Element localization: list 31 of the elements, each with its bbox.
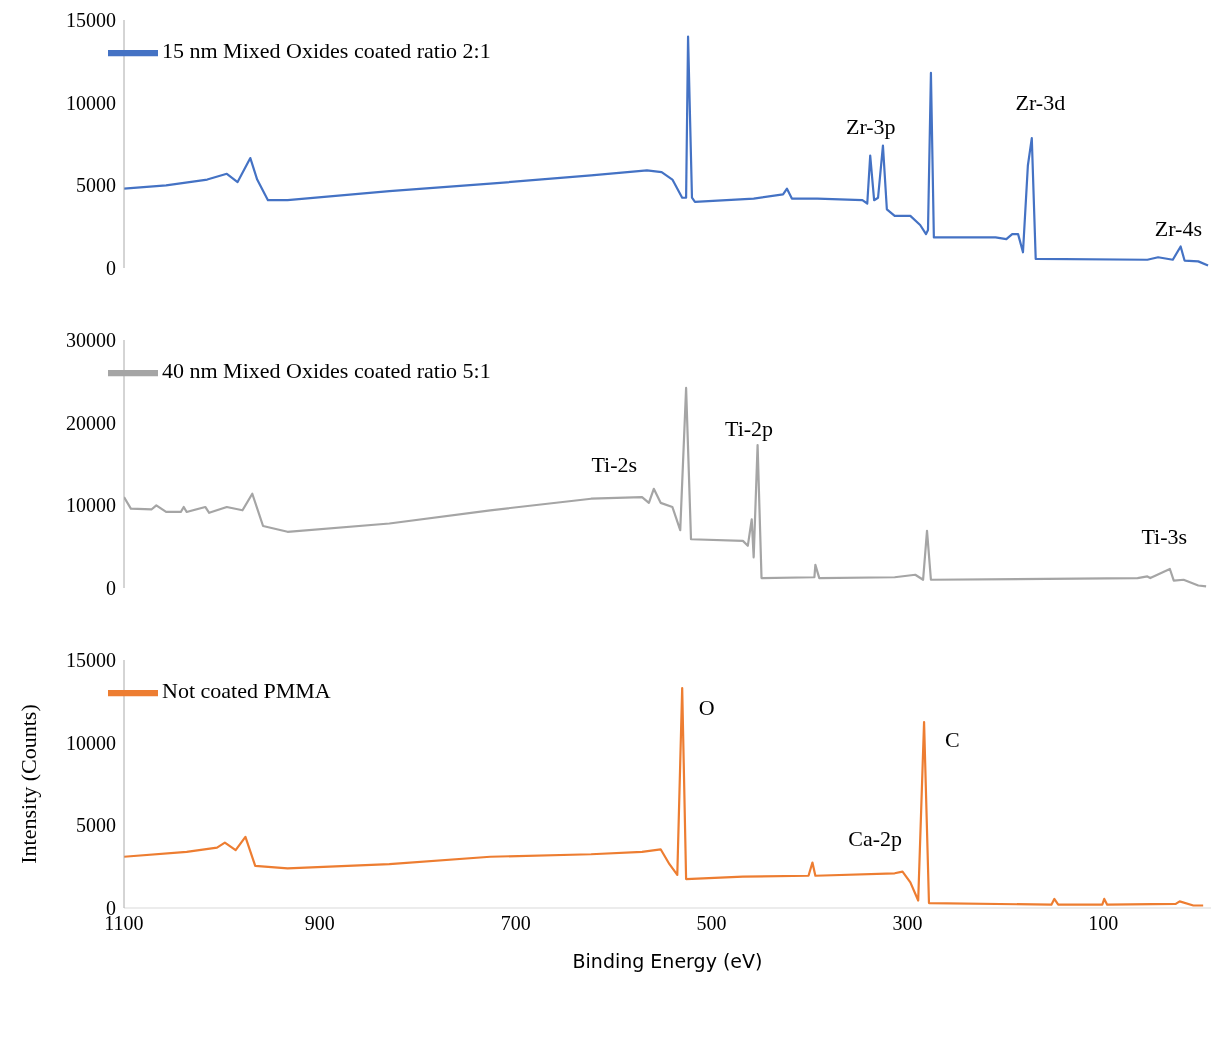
annotation: Ti-2s — [591, 452, 638, 479]
x-tick-label: 700 — [500, 912, 531, 935]
y-tick-label: 15000 — [66, 649, 116, 672]
y-tick-label: 0 — [106, 257, 116, 280]
y-tick-label: 10000 — [66, 494, 116, 517]
y-tick-label: 5000 — [76, 814, 116, 837]
legend-label: 15 nm Mixed Oxides coated ratio 2:1 — [162, 38, 491, 64]
y-tick-label: 5000 — [76, 174, 116, 197]
y-axis-title: Intensity (Counts) — [15, 704, 41, 864]
annotation: Ti-2p — [724, 416, 774, 443]
y-tick-label: 15000 — [66, 9, 116, 32]
line-series — [124, 35, 1210, 267]
y-tick-label: 10000 — [66, 731, 116, 754]
annotation: Zr-3d — [1015, 90, 1066, 117]
annotation: C — [944, 727, 960, 754]
y-tick-label: 10000 — [66, 91, 116, 114]
x-tick-label: 300 — [892, 912, 923, 935]
x-tick-label: 900 — [304, 912, 335, 935]
legend-label: 40 nm Mixed Oxides coated ratio 5:1 — [162, 358, 491, 384]
annotation: O — [698, 694, 715, 721]
y-tick-label: 0 — [106, 577, 116, 600]
y-tick-label: 20000 — [66, 411, 116, 434]
y-tick-label: 30000 — [66, 329, 116, 352]
annotation: Ti-3s — [1141, 523, 1188, 550]
annotation: Ca-2p — [848, 825, 902, 852]
x-tick-label: 500 — [696, 912, 727, 935]
annotation: Zr-3p — [845, 114, 896, 141]
x-axis-title: Binding Energy (eV) — [572, 950, 763, 972]
legend-label: Not coated PMMA — [162, 678, 331, 704]
annotation: Zr-4s — [1154, 215, 1202, 242]
x-tick-label: 100 — [1088, 912, 1119, 935]
